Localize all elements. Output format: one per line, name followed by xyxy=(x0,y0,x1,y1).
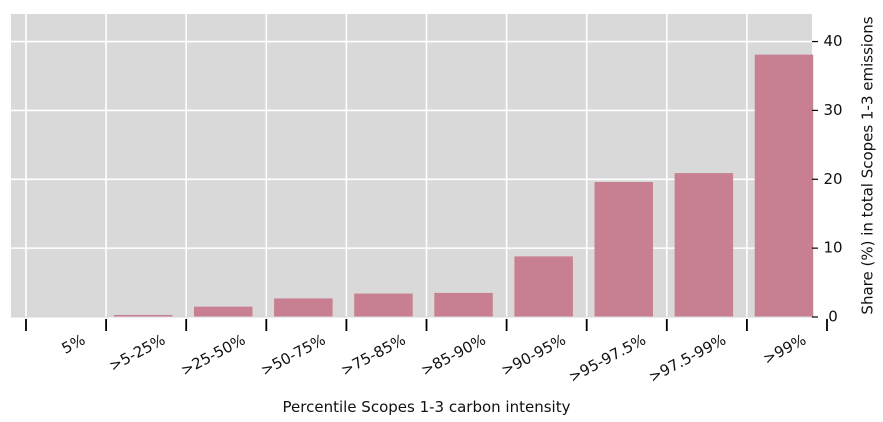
bar xyxy=(514,256,573,317)
bar xyxy=(113,314,173,317)
y-tick-label: 20 xyxy=(823,170,842,188)
x-tick-label: 5% xyxy=(59,331,88,358)
y-tick-label: 10 xyxy=(823,239,842,257)
bar xyxy=(354,293,413,317)
x-axis-title: Percentile Scopes 1-3 carbon intensity xyxy=(283,398,571,416)
x-tick-label: >99% xyxy=(760,331,809,368)
x-tick-label: >85-90% xyxy=(418,331,489,380)
y-tick-label: 40 xyxy=(823,32,842,50)
bar xyxy=(754,54,814,317)
x-tick-label: >95-97.5% xyxy=(566,331,649,387)
x-tick-label: >50-75% xyxy=(258,331,329,380)
y-tick-label: 30 xyxy=(823,101,842,119)
x-tick-label: >75-85% xyxy=(338,331,409,380)
x-tick-label: >25-50% xyxy=(178,331,249,380)
bars xyxy=(113,54,814,317)
y-axis-title: Share (%) in total Scopes 1-3 emissions xyxy=(859,16,877,314)
x-tick-label: >5-25% xyxy=(106,331,168,375)
bar xyxy=(194,306,253,317)
y-tick-label: 0 xyxy=(828,308,838,326)
bar xyxy=(434,292,493,317)
bar xyxy=(274,298,333,317)
x-tick-label: >97.5-99% xyxy=(646,331,729,387)
y-axis: 0 10 20 30 40 xyxy=(812,32,843,326)
x-axis: 5% >5-25% >25-50% >50-75% >75-85% >85-90% >90-… xyxy=(11,316,828,387)
bar xyxy=(674,173,734,317)
bar xyxy=(594,182,653,317)
x-tick-label: >90-95% xyxy=(498,331,569,380)
